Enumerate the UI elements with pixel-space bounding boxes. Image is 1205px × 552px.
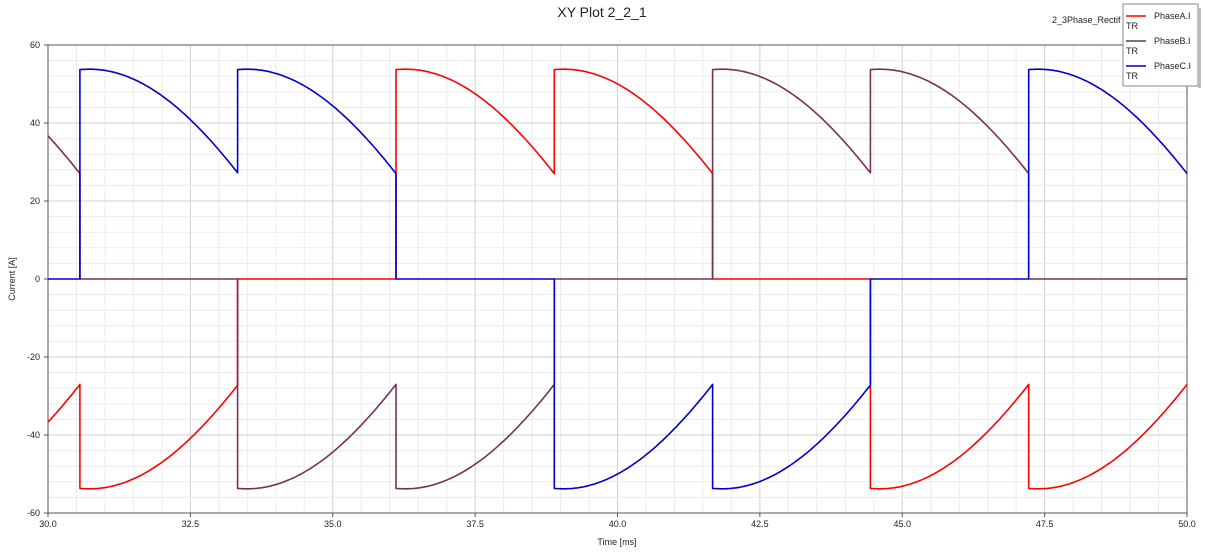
x-tick-label: 47.5: [1036, 519, 1054, 529]
y-axis-title: Current [A]: [7, 257, 17, 301]
corner-label: 2_3Phase_Rectif: [1052, 15, 1121, 25]
legend[interactable]: PhaseA.I TR PhaseB.I TR PhaseC.I TR: [1122, 3, 1201, 88]
y-tick-label: -20: [27, 352, 40, 362]
chart-title: XY Plot 2_2_1: [557, 4, 646, 20]
y-tick-label: 60: [30, 40, 40, 50]
legend-sublabel: TR: [1126, 21, 1138, 31]
x-axis-title: Time [ms]: [597, 537, 636, 547]
x-tick-label: 42.5: [751, 519, 769, 529]
x-tick-label: 45.0: [893, 519, 911, 529]
legend-label: PhaseB.I: [1154, 36, 1191, 46]
x-tick-label: 32.5: [182, 519, 200, 529]
y-tick-label: 0: [35, 274, 40, 284]
y-tick-label: 20: [30, 196, 40, 206]
legend-label: PhaseA.I: [1154, 11, 1191, 21]
x-axis-ticks: 30.0 32.5 35.0 37.5 40.0 42.5 45.0 47.5 50.0: [39, 513, 1196, 529]
legend-shadow: [1198, 8, 1201, 88]
y-tick-label: -60: [27, 508, 40, 518]
series-layer: [47, 68, 1188, 490]
x-tick-label: 37.5: [466, 519, 484, 529]
x-tick-label: 40.0: [609, 519, 627, 529]
legend-items: PhaseA.I TR PhaseB.I TR PhaseC.I TR: [1126, 11, 1191, 81]
legend-label: PhaseC.I: [1154, 61, 1191, 71]
series-line-phasec-i: [47, 68, 1188, 490]
series-line-phasea-i: [47, 68, 1188, 490]
x-tick-label: 35.0: [324, 519, 342, 529]
legend-sublabel: TR: [1126, 46, 1138, 56]
x-tick-label: 30.0: [39, 519, 57, 529]
x-tick-label: 50.0: [1178, 519, 1196, 529]
y-tick-label: 40: [30, 118, 40, 128]
legend-box: [1122, 3, 1199, 87]
y-axis-ticks: 60 40 20 0 -20 -40 -60: [27, 40, 48, 518]
legend-sublabel: TR: [1126, 71, 1138, 81]
y-tick-label: -40: [27, 430, 40, 440]
